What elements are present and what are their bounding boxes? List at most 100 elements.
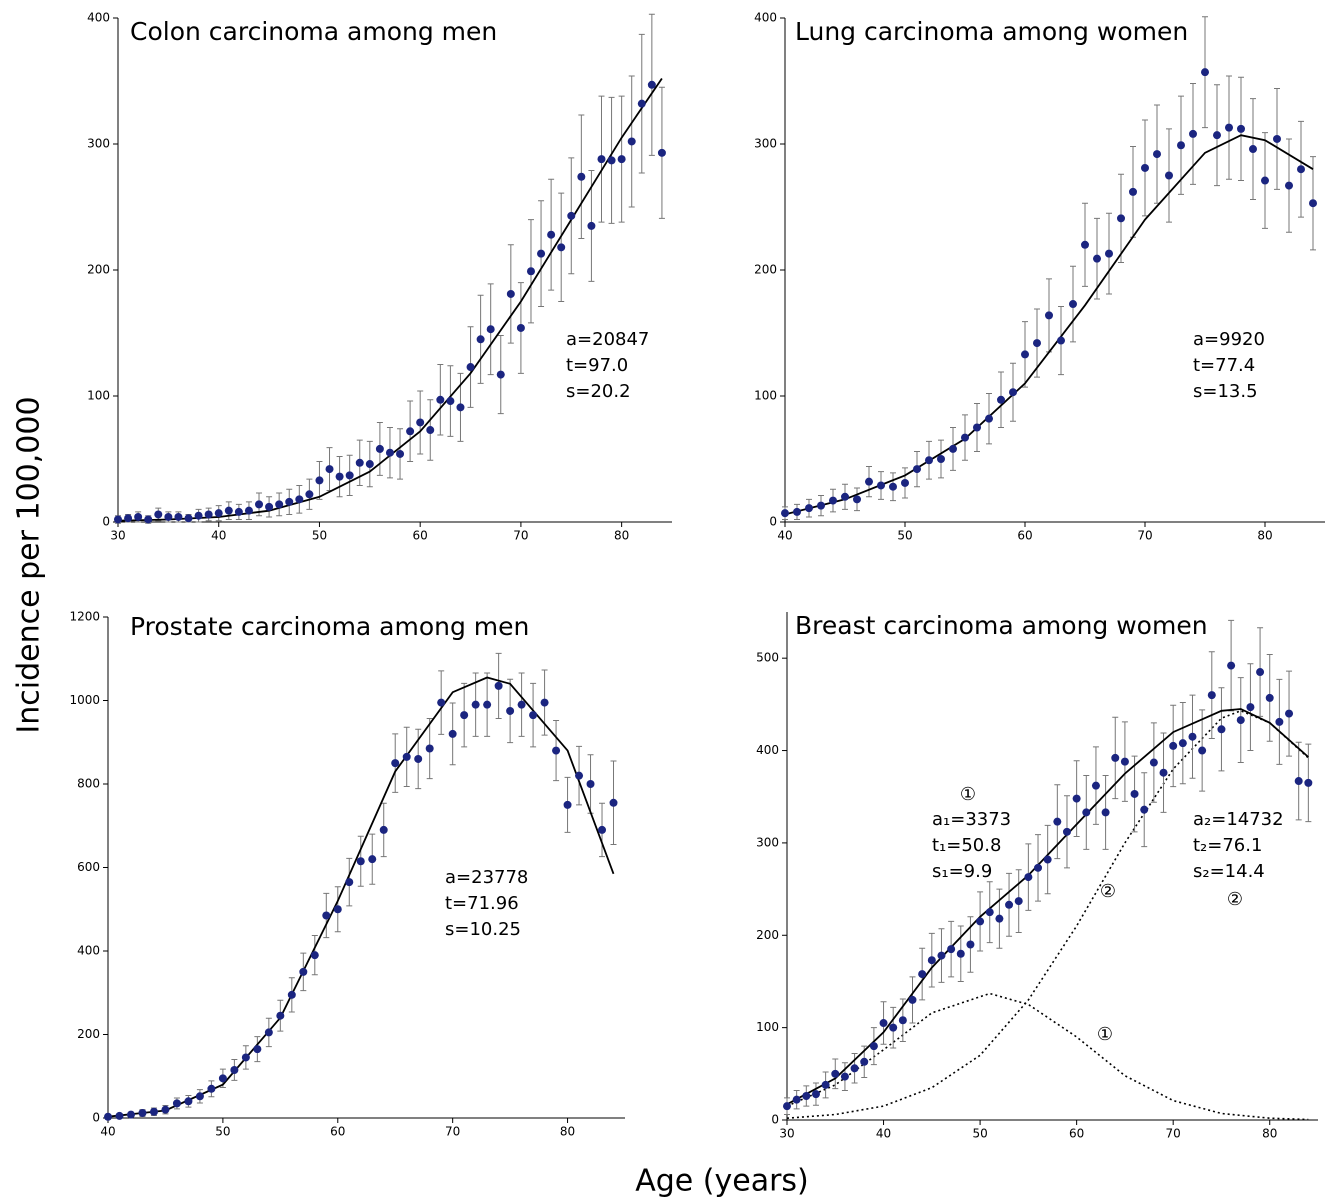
data-point [391, 759, 400, 768]
data-point [637, 99, 646, 108]
data-point [402, 752, 411, 761]
data-point [207, 1084, 216, 1093]
data-point [1062, 827, 1071, 836]
fit-line [786, 708, 1309, 1106]
data-point [1256, 668, 1265, 677]
data-point [379, 825, 388, 834]
data-point [1141, 163, 1149, 172]
data-point [104, 1112, 112, 1121]
data-point [385, 448, 394, 457]
data-point [609, 798, 618, 807]
data-point [174, 512, 183, 521]
data-point [416, 418, 425, 427]
y-tick-label: 400 [87, 11, 110, 25]
data-point [1081, 240, 1089, 249]
data-point [587, 221, 596, 230]
annotation: s=10.25 [445, 919, 521, 940]
panel: 0 100 200 300 400 500 30 40 50 60 70 80 Breast carci… [756, 611, 1318, 1141]
y-tick-label: 1200 [69, 610, 100, 624]
data-point [506, 706, 515, 715]
data-point [164, 512, 173, 521]
data-point [154, 510, 163, 519]
data-point [265, 502, 274, 511]
data-point [1273, 134, 1281, 143]
component-label: ① [1097, 1024, 1113, 1045]
data-point [1120, 757, 1129, 766]
x-tick-label: 80 [1262, 1127, 1277, 1141]
component-curve [786, 709, 1309, 1119]
x-tick-label: 60 [413, 529, 428, 543]
data-point [437, 698, 446, 707]
y-tick-label: 1000 [69, 693, 100, 707]
data-point [1189, 129, 1197, 138]
annotation: t₂=76.1 [1193, 835, 1262, 856]
data-point [1188, 732, 1197, 741]
data-point [657, 148, 666, 157]
data-point [1057, 336, 1065, 345]
data-point [1265, 693, 1274, 702]
panel-title: Lung carcinoma among women [795, 17, 1188, 46]
data-point [483, 700, 492, 709]
y-tick-label: 300 [754, 137, 777, 151]
data-point [1227, 661, 1236, 670]
data-point [436, 395, 445, 404]
y-tick-label: 400 [756, 743, 779, 757]
annotation: a₁=3373 [932, 809, 1011, 830]
data-point [460, 711, 469, 720]
y-tick-label: 0 [92, 1111, 100, 1125]
data-point [466, 363, 475, 372]
annotation: a=20847 [566, 329, 649, 350]
data-point [214, 509, 223, 518]
data-point [1053, 817, 1062, 826]
data-point [471, 700, 480, 709]
data-point [144, 515, 153, 524]
data-point [586, 780, 595, 788]
data-point [476, 335, 485, 344]
data-point [195, 1092, 204, 1101]
x-tick-label: 60 [1069, 1127, 1084, 1141]
data-point [853, 495, 861, 504]
data-point [426, 426, 435, 435]
data-point [1246, 703, 1255, 712]
data-point [287, 990, 296, 999]
y-tick-label: 200 [77, 1027, 100, 1041]
data-point [1249, 145, 1257, 154]
data-point [1177, 141, 1185, 150]
x-tick-label: 50 [972, 1127, 987, 1141]
data-point [114, 515, 122, 524]
data-point [253, 1045, 262, 1054]
data-point [299, 967, 308, 976]
data-point [949, 444, 957, 453]
data-point [985, 414, 993, 423]
y-tick-label: 100 [756, 1020, 779, 1034]
annotation: t=97.0 [566, 355, 628, 376]
data-point [134, 512, 143, 521]
x-tick-label: 50 [312, 529, 327, 543]
data-point [925, 456, 933, 465]
data-point [783, 1102, 791, 1111]
data-point [322, 911, 331, 920]
x-tick-label: 70 [445, 1125, 460, 1139]
data-point [805, 504, 813, 513]
data-point [425, 744, 434, 753]
data-point [1285, 709, 1294, 718]
x-tick-label: 70 [1166, 1127, 1181, 1141]
data-point [1165, 171, 1173, 180]
fit-line [784, 134, 1314, 516]
data-point [124, 514, 133, 523]
x-tick-label: 30 [779, 1127, 794, 1141]
x-tick-label: 70 [513, 529, 528, 543]
data-point [456, 403, 465, 412]
x-tick-label: 80 [560, 1125, 575, 1139]
data-point [781, 509, 789, 518]
data-point [889, 1023, 898, 1032]
data-point [264, 1028, 273, 1037]
data-point [879, 1019, 888, 1028]
data-point [617, 155, 626, 164]
data-point [305, 490, 314, 499]
y-tick-label: 200 [754, 263, 777, 277]
data-point [275, 500, 284, 509]
data-point [516, 323, 525, 332]
annotation: a=9920 [1193, 329, 1265, 350]
annotation: a=23778 [445, 867, 528, 888]
